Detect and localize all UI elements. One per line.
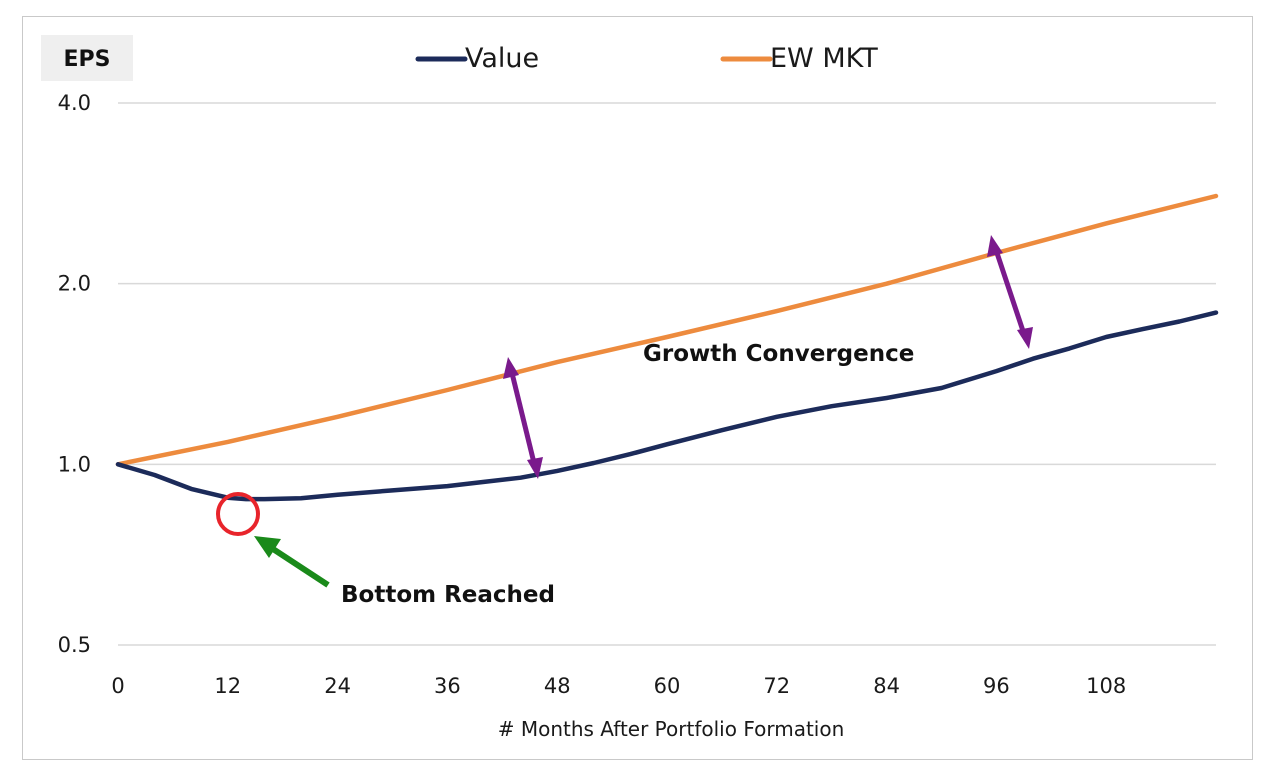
- growth-convergence-arrow-1: [503, 357, 543, 479]
- y-axis-label: EPS: [64, 47, 111, 72]
- bottom-marker-circle: [216, 492, 260, 536]
- x-tick-label: 84: [873, 674, 900, 698]
- legend-label-ew-mkt: EW MKT: [770, 43, 878, 74]
- y-tick-label: 4.0: [58, 91, 91, 115]
- annotation-bottom-reached: Bottom Reached: [341, 582, 555, 608]
- bottom-reached-arrow: [254, 536, 330, 588]
- y-tick-label: 1.0: [58, 452, 91, 476]
- chart-svg: EPS Value EW MKT 4.0 2.0 1.0 0.5 0 12 24 36 48 6…: [41, 35, 1219, 741]
- x-tick-label: 108: [1086, 674, 1126, 698]
- x-tick-label: 0: [111, 674, 124, 698]
- series-lines: [115, 193, 1219, 502]
- legend-label-value: Value: [465, 43, 539, 74]
- series-line-ew-mkt: [115, 193, 1219, 467]
- series-line-value: [115, 310, 1219, 502]
- x-tick-label: 36: [434, 674, 461, 698]
- y-tick-label: 0.5: [58, 633, 91, 657]
- x-tick-labels: 0 12 24 36 48 60 72 84 96 108: [111, 674, 1126, 698]
- x-tick-label: 48: [544, 674, 571, 698]
- x-axis-title: # Months After Portfolio Formation: [498, 717, 845, 741]
- y-tick-labels: 4.0 2.0 1.0 0.5: [58, 91, 91, 657]
- y-tick-label: 2.0: [58, 272, 91, 296]
- growth-convergence-arrow-2: [987, 235, 1033, 349]
- x-tick-label: 60: [654, 674, 681, 698]
- x-tick-label: 72: [763, 674, 790, 698]
- chart-frame: EPS Value EW MKT 4.0 2.0 1.0 0.5 0 12 24 36 48 6…: [22, 16, 1253, 760]
- y-label-box: [41, 35, 133, 81]
- x-tick-label: 24: [324, 674, 351, 698]
- annotation-growth-convergence: Growth Convergence: [643, 341, 914, 367]
- grid-lines: [118, 102, 1216, 646]
- x-tick-label: 12: [214, 674, 241, 698]
- x-tick-label: 96: [983, 674, 1010, 698]
